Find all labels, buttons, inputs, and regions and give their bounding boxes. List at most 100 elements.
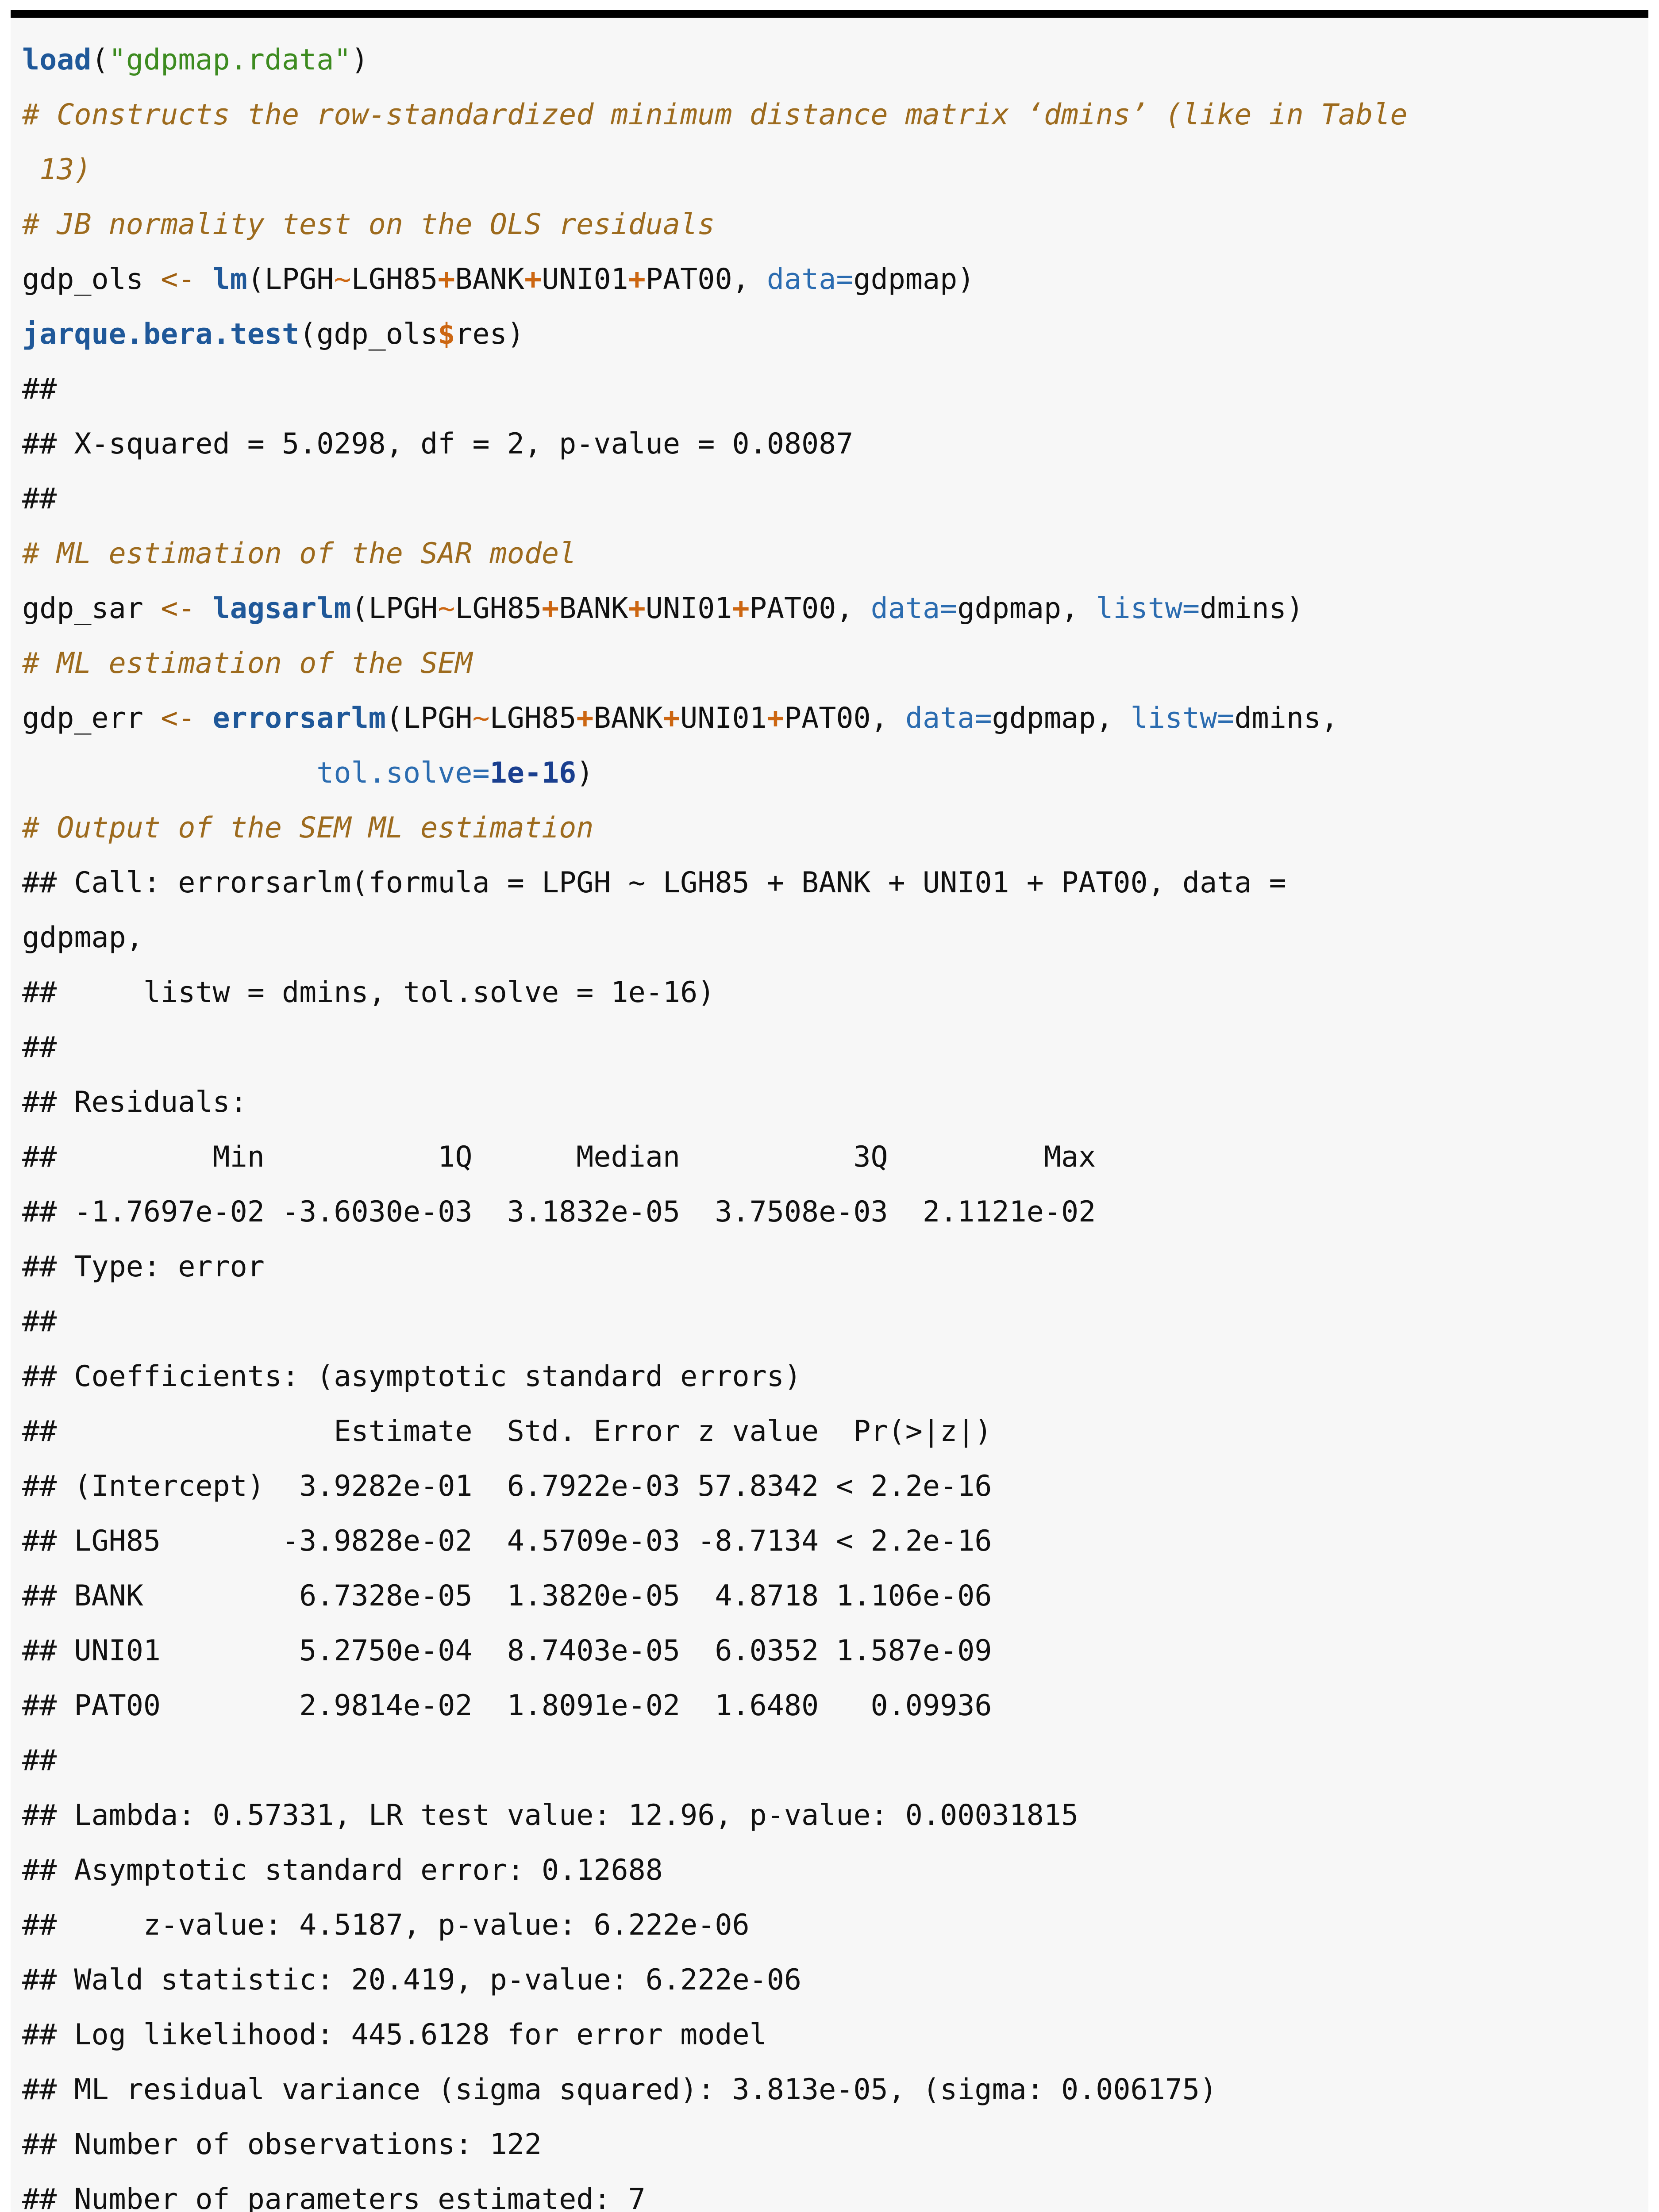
token-out: ## Residuals: [22,1086,247,1119]
line-load: load("gdpmap.rdata") [22,33,1637,88]
token-out: ## z-value: 4.5187, p-value: 6.222e-06 [22,1909,750,1942]
token-tilde: ~ [334,263,351,296]
token-operator: + [542,592,559,625]
token-out: ## Type: error [22,1250,265,1283]
out-coef-uni01: ## UNI01 5.2750e-04 8.7403e-05 6.0352 1.… [22,1624,1637,1678]
token-out: ## Call: errorsarlm(formula = LPGH ~ LGH… [22,866,1286,899]
token-out: ## X-squared = 5.0298, df = 2, p-value =… [22,427,854,461]
out-nobs: ## Number of observations: 122 [22,2117,1637,2172]
out-coef-cols: ## Estimate Std. Error z value Pr(>|z|) [22,1404,1637,1459]
token-out: ## Estimate Std. Error z value Pr(>|z|) [22,1415,992,1448]
out-coef-lgh85: ## LGH85 -3.9828e-02 4.5709e-03 -8.7134 … [22,1514,1637,1569]
out-call-1: ## Call: errorsarlm(formula = LPGH ~ LGH… [22,856,1637,910]
out-call-2: gdpmap, [22,910,1637,965]
token-out: ## -1.7697e-02 -3.6030e-03 3.1832e-05 3.… [22,1195,1096,1229]
token-operator: + [576,702,594,735]
token-operator: + [628,592,646,625]
token-out: ## [22,373,57,406]
token-out: ## Lambda: 0.57331, LR test value: 12.96… [22,1799,1079,1832]
token-out: gdpmap, [22,921,143,954]
token-plain: gdpmap, [957,592,1096,625]
token-comment: # Constructs the row-standardized minimu… [22,98,1408,131]
token-arg: data= [766,263,854,296]
token-fn: lm [212,263,247,296]
token-plain: ) [576,757,594,790]
token-plain: PAT00, [749,592,871,625]
token-tilde: ~ [438,592,455,625]
out-type: ## Type: error [22,1240,1637,1294]
token-out: ## BANK 6.7328e-05 1.3820e-05 4.8718 1.1… [22,1579,992,1613]
token-comment: # ML estimation of the SAR model [22,537,577,570]
token-plain: LGH85 [489,702,577,735]
line-gdp-sar: gdp_sar <- lagsarlm(LPGH~LGH85+BANK+UNI0… [22,581,1637,636]
token-arg: data= [870,592,958,625]
code-listing-frame: load("gdpmap.rdata") # Constructs the row… [0,10,1659,2212]
token-out: ## Asymptotic standard error: 0.12688 [22,1854,663,1887]
out-coef-hd: ## Coefficients: (asymptotic standard er… [22,1349,1637,1404]
token-out: ## Number of observations: 122 [22,2128,542,2161]
token-plain: dmins, [1234,702,1339,735]
out-xsquared: ## X-squared = 5.0298, df = 2, p-value =… [22,417,1637,472]
token-fn: jarque.bera.test [22,318,300,351]
token-fn: lagsarlm [212,592,351,625]
token-out: ## ML residual variance (sigma squared):… [22,2073,1217,2106]
line-comment-sar: # ML estimation of the SAR model [22,526,1637,581]
out-blank-2: ## [22,472,1637,526]
token-comment: # Output of the SEM ML estimation [22,811,594,845]
out-loglik: ## Log likelihood: 445.6128 for error mo… [22,2008,1637,2062]
code-block[interactable]: load("gdpmap.rdata") # Constructs the row… [11,18,1648,2212]
out-blank-5: ## [22,1733,1637,1788]
token-plain: BANK [559,592,628,625]
token-fn: errorsarlm [212,702,386,735]
line-gdp-err: gdp_err <- errorsarlm(LPGH~LGH85+BANK+UN… [22,691,1637,746]
line-comment-output: # Output of the SEM ML estimation [22,801,1637,856]
token-operator: + [766,702,784,735]
line-comment-sem: # ML estimation of the SEM [22,636,1637,691]
token-plain: LGH85 [455,592,542,625]
token-plain: LGH85 [351,263,438,296]
token-out: ## Min 1Q Median 3Q Max [22,1141,1096,1174]
line-tol-solve: tol.solve=1e-16) [22,746,1637,801]
token-out: ## [22,1031,57,1064]
token-plain: BANK [455,263,524,296]
token-plain: dmins) [1200,592,1304,625]
token-out: ## PAT00 2.9814e-02 1.8091e-02 1.6480 0.… [22,1689,992,1722]
token-operator: + [732,592,750,625]
line-comment-jb: # JB normality test on the OLS residuals [22,197,1637,252]
token-comment: # ML estimation of the SEM [22,647,473,680]
token-operator: + [663,702,681,735]
token-arg: data= [905,702,992,735]
line-gdp-ols: gdp_ols <- lm(LPGH~LGH85+BANK+UNI01+PAT0… [22,252,1637,307]
token-out: ## Number of parameters estimated: 7 [22,2183,646,2212]
line-comment-dmins-1: # Constructs the row-standardized minimu… [22,88,1637,142]
token-operator: + [628,263,646,296]
token-assign: <- [161,263,196,296]
token-operator: + [438,263,455,296]
out-asym-se: ## Asymptotic standard error: 0.12688 [22,1843,1637,1898]
out-nparam: ## Number of parameters estimated: 7 [22,2172,1637,2212]
token-plain: PAT00, [784,702,905,735]
token-keyword: load [22,43,92,77]
token-comment: 13) [22,153,92,186]
out-mlvar: ## ML residual variance (sigma squared):… [22,2062,1637,2117]
token-operator: $ [438,318,455,351]
token-operator: + [524,263,542,296]
token-plain: (LPGH [351,592,438,625]
token-out: ## Log likelihood: 445.6128 for error mo… [22,2018,767,2051]
token-plain: (LPGH [247,263,334,296]
out-resid-val: ## -1.7697e-02 -3.6030e-03 3.1832e-05 3.… [22,1185,1637,1240]
out-blank-3: ## [22,1020,1637,1075]
out-coef-int: ## (Intercept) 3.9282e-01 6.7922e-03 57.… [22,1459,1637,1514]
out-call-3: ## listw = dmins, tol.solve = 1e-16) [22,965,1637,1020]
token-plain: gdpmap, [992,702,1131,735]
token-plain: UNI01 [542,263,628,296]
token-plain: (gdp_ols [299,318,438,351]
out-resid-hd: ## Residuals: [22,1075,1637,1130]
token-out: ## Wald statistic: 20.419, p-value: 6.22… [22,1963,801,1997]
token-plain: ( [91,43,109,77]
token-plain [195,263,212,296]
token-out: ## [22,1744,57,1777]
token-arg: listw= [1130,702,1235,735]
out-coef-bank: ## BANK 6.7328e-05 1.3820e-05 4.8718 1.1… [22,1569,1637,1624]
token-arg: listw= [1096,592,1200,625]
